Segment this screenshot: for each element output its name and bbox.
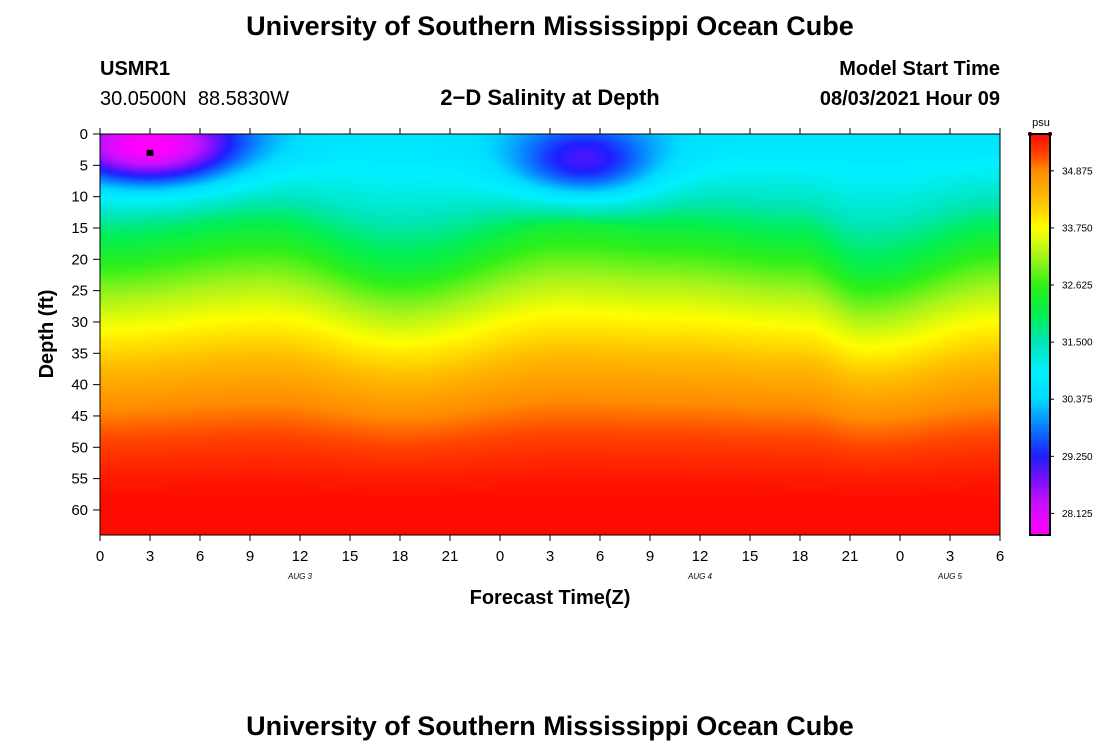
y-axis-label: Depth (ft) [36, 290, 58, 379]
plot-area [99, 133, 1001, 536]
x-tick-label: 6 [596, 548, 604, 565]
y-tick-label: 50 [71, 439, 88, 456]
y-tick-label: 45 [71, 408, 88, 425]
y-tick-label: 0 [80, 126, 88, 143]
x-axis-label: Forecast Time(Z) [470, 587, 631, 609]
x-tick-label: 12 [292, 548, 309, 565]
x-tick-label: 6 [196, 548, 204, 565]
plot-title: 2−D Salinity at Depth [440, 85, 659, 110]
model-start-label: Model Start Time [839, 58, 1000, 80]
colorbar-tick-label: 32.625 [1062, 281, 1093, 292]
x-tick-label: 9 [646, 548, 654, 565]
y-tick-label: 30 [71, 314, 88, 331]
x-tick-label: 3 [946, 548, 954, 565]
colorbar-tick-label: 33.750 [1062, 223, 1093, 234]
colorbar-ticks: 34.875 33.750 32.625 31.500 30.375 29.250 28.1… [1028, 132, 1093, 520]
x-tick-label: 0 [896, 548, 904, 565]
date-labels: AUG 3 AUG 4 AUG 5 [287, 572, 963, 581]
date-label: AUG 3 [287, 572, 313, 581]
x-tick-label: 9 [246, 548, 254, 565]
x-tick-label: 18 [392, 548, 409, 565]
page-title-top: University of Southern Mississippi Ocean… [246, 11, 854, 41]
colorbar-frame [1029, 133, 1051, 536]
x-tick-label: 18 [792, 548, 809, 565]
colorbar-tick-label: 30.375 [1062, 395, 1093, 406]
colorbar-unit: psu [1032, 117, 1050, 129]
colorbar-tick-label: 29.250 [1062, 452, 1093, 463]
y-tick-label: 5 [80, 157, 88, 174]
colorbar-tick-label: 34.875 [1062, 166, 1093, 177]
colorbar: psu 34.875 33.750 32.625 31.500 30.375 29.250… [1028, 117, 1093, 536]
y-tick-label: 20 [71, 251, 88, 268]
x-tick-label: 3 [546, 548, 554, 565]
y-tick-label: 40 [71, 377, 88, 394]
colorbar-tick-label: 31.500 [1062, 338, 1093, 349]
y-tick-label: 35 [71, 345, 88, 362]
y-tick-label: 25 [71, 283, 88, 300]
y-tick-label: 55 [71, 471, 88, 488]
salinity-heatmap [100, 134, 1000, 535]
x-tick-label: 3 [146, 548, 154, 565]
date-label: AUG 4 [687, 572, 713, 581]
x-tick-label: 21 [842, 548, 859, 565]
station-coordinates: 30.0500N 88.5830W [100, 88, 289, 110]
y-tick-label: 10 [71, 189, 88, 206]
date-label: AUG 5 [937, 572, 963, 581]
x-tick-label: 15 [742, 548, 759, 565]
station-id: USMR1 [100, 58, 170, 80]
page-title-bottom: University of Southern Mississippi Ocean… [246, 711, 854, 741]
model-start-value: 08/03/2021 Hour 09 [820, 88, 1000, 110]
colorbar-tick-label: 28.125 [1062, 509, 1093, 520]
x-tick-label: 0 [496, 548, 504, 565]
colorbar-cap [1048, 132, 1052, 136]
colorbar-cap [1028, 132, 1032, 136]
x-axis: 0 3 6 9 12 15 18 21 0 3 6 9 12 15 18 21 0 3 6 [96, 128, 1004, 565]
y-axis: 0 5 10 15 20 25 30 35 40 45 50 55 60 [71, 126, 100, 519]
x-tick-label: 6 [996, 548, 1004, 565]
x-tick-label: 0 [96, 548, 104, 565]
x-tick-label: 15 [342, 548, 359, 565]
y-tick-label: 60 [71, 502, 88, 519]
colorbar-gradient [1030, 134, 1050, 535]
x-tick-label: 12 [692, 548, 709, 565]
x-tick-label: 21 [442, 548, 459, 565]
observation-marker [146, 149, 154, 156]
y-tick-label: 15 [71, 220, 88, 237]
